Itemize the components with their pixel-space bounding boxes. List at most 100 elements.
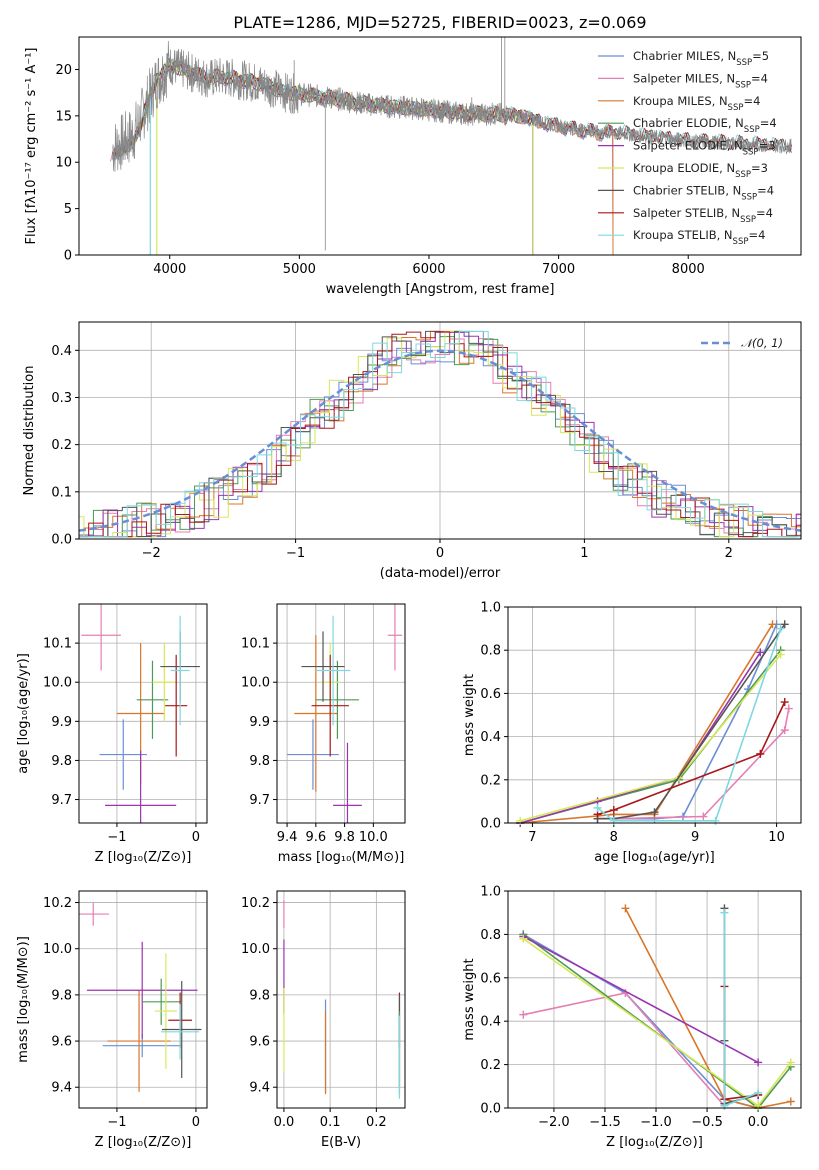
y-tick-label: 15 (55, 109, 72, 124)
y-tick-label: 0.6 (480, 971, 501, 986)
residuals-xlabel: (data-model)/error (380, 566, 501, 581)
mass-weight-vs-age-plot-area (516, 620, 793, 827)
histogram-series (79, 331, 801, 538)
weight-series (597, 701, 786, 816)
errorbar-point (294, 635, 338, 792)
age-vs-Z-axes: −1 0 9.7 9.8 9.9 10.0 10.1 (43, 604, 207, 845)
mass-weight-vs-Z-ylabel: mass weight (462, 958, 477, 1040)
x-tick-label: 10.0 (359, 830, 388, 845)
x-tick-label: 0 (192, 1115, 200, 1130)
spectrum-frame (78, 36, 802, 256)
x-tick-label: 4000 (153, 262, 186, 277)
weight-marker (609, 806, 618, 815)
y-tick-label: 0.0 (480, 817, 501, 832)
errorbar-point (105, 750, 177, 823)
weight-marker (609, 816, 618, 825)
errorbar-point (287, 719, 339, 790)
errorbar-point (315, 615, 351, 726)
y-tick-label: 9.9 (249, 715, 270, 730)
legend-entry: Chabrier MILES, NSSP=5 (633, 49, 769, 68)
spectrum-plot-area (109, 37, 793, 255)
weight-marker (621, 904, 630, 913)
y-tick-label: 0.4 (480, 1015, 501, 1030)
y-tick-label: 0.0 (51, 533, 72, 548)
errorbar-point (387, 604, 403, 671)
x-tick-label: −1.5 (589, 1115, 621, 1130)
residuals-plot-area (79, 330, 801, 539)
x-tick-label: 9.4 (277, 830, 298, 845)
mass-vs-Z-plot-area (79, 902, 202, 1092)
spectrum-xlabel: wavelength [Angstrom, rest frame] (326, 282, 555, 297)
y-tick-label: 5 (64, 202, 72, 217)
y-tick-label: 1.0 (480, 885, 501, 900)
mass-vs-Z-ylabel: mass [log₁₀(M/M⊙)] (16, 936, 31, 1063)
weight-marker (756, 648, 765, 657)
histogram-series (79, 330, 801, 539)
x-tick-label: 9 (691, 830, 699, 845)
errorbar-point (86, 941, 198, 1039)
x-tick-label: 8000 (672, 262, 705, 277)
errorbar-point (152, 643, 177, 722)
weight-series (597, 708, 790, 820)
y-tick-label: 9.8 (51, 754, 72, 769)
x-tick-label: 0 (192, 830, 200, 845)
y-tick-label: 0.3 (51, 391, 72, 406)
legend-entry: Salpeter MILES, NSSP=4 (633, 71, 768, 90)
weight-marker (754, 1088, 763, 1097)
weight-marker (786, 1097, 795, 1106)
mass-weight-vs-Z-plot-area (519, 904, 795, 1112)
y-tick-label: 0.2 (51, 438, 72, 453)
errorbar-point (81, 604, 121, 671)
y-tick-label: 9.4 (249, 1081, 270, 1096)
y-tick-label: 10.2 (241, 896, 270, 911)
weight-series (597, 628, 782, 822)
age-vs-mass-xlabel: mass [log₁₀(M/M⊙)] (278, 850, 405, 865)
y-tick-label: 10.1 (43, 637, 72, 652)
mass-weight-vs-age-ylabel: mass weight (462, 674, 477, 756)
spectrum-ylabel: Flux [fλ10⁻¹⁷ erg cm⁻² s⁻¹ A⁻¹] (24, 48, 39, 245)
weight-marker (780, 620, 789, 629)
x-tick-label: −0.5 (691, 1115, 723, 1130)
errorbar-point (99, 719, 147, 790)
errorbar-point (301, 631, 345, 702)
legend-entry: Kroupa MILES, NSSP=4 (633, 94, 760, 113)
y-tick-label: 9.8 (249, 988, 270, 1003)
x-tick-label: 7000 (542, 262, 575, 277)
legend-entry: Kroupa ELODIE, NSSP=3 (633, 161, 768, 180)
x-tick-label: 6000 (412, 262, 445, 277)
mass-weight-vs-Z-frame (507, 890, 802, 1109)
weight-marker (593, 803, 602, 812)
legend-entry: Salpeter STELIB, NSSP=4 (633, 206, 773, 225)
y-tick-label: 10.0 (43, 942, 72, 957)
normal-curve (79, 349, 801, 532)
histogram-series (79, 331, 801, 538)
errorbar-point (311, 654, 349, 757)
x-tick-label: −2.0 (538, 1115, 570, 1130)
mass-vs-Z-xlabel: Z [log₁₀(Z/Z⊙)] (95, 1135, 192, 1150)
spectrum-axes: 4000 5000 6000 7000 8000 0 5 10 15 20 (55, 63, 704, 277)
errorbar-point (161, 1004, 200, 1060)
mass-weight-vs-age-frame (507, 606, 802, 824)
weight-marker (780, 726, 789, 735)
chart-title: PLATE=1286, MJD=52725, FIBERID=0023, z=0… (233, 13, 646, 32)
y-tick-label: 9.7 (249, 793, 270, 808)
weight-marker (519, 1010, 528, 1019)
x-tick-label: 0.0 (274, 1115, 295, 1130)
x-tick-label: 9.8 (334, 830, 355, 845)
weight-series (723, 908, 759, 1105)
y-tick-label: 0.2 (480, 773, 501, 788)
weight-series (723, 912, 759, 1107)
residuals-frame (78, 321, 802, 540)
weight-marker (776, 650, 785, 659)
y-tick-label: 9.9 (51, 715, 72, 730)
x-tick-label: 2 (725, 546, 733, 561)
mass-vs-Z-axes: −1 0 9.4 9.6 9.8 10.0 10.2 (43, 891, 207, 1130)
y-tick-label: 9.4 (51, 1081, 72, 1096)
y-tick-label: 0.6 (480, 687, 501, 702)
weight-marker (780, 698, 789, 707)
errorbar-point (136, 660, 169, 739)
weight-marker (720, 908, 729, 917)
weight-series (519, 651, 761, 824)
errorbar-point (141, 978, 181, 1025)
